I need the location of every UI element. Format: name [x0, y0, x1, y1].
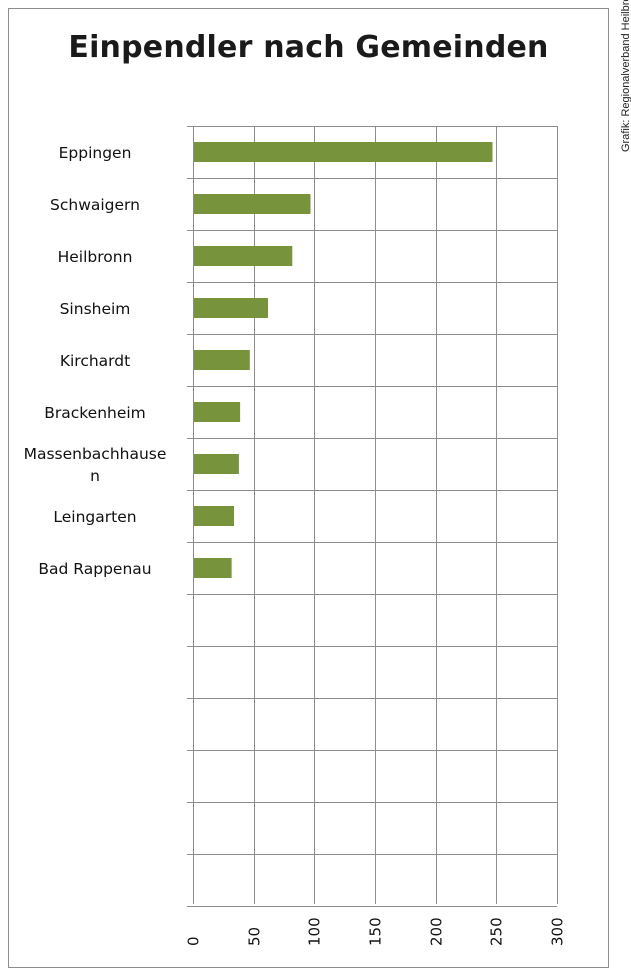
category-label: Brackenheim: [44, 404, 146, 422]
category-label: Schwaigern: [50, 196, 140, 214]
category-label: Kirchardt: [60, 352, 130, 370]
bar: [194, 142, 493, 162]
category-label: Eppingen: [59, 144, 132, 162]
bar: [194, 454, 239, 474]
x-tick-label: 0: [185, 936, 203, 946]
bar: [194, 350, 250, 370]
x-tick-labels: 0 50 100 150 200 250 300: [185, 917, 567, 946]
chart-title: Einpendler nach Gemeinden: [68, 30, 549, 65]
bar: [194, 194, 311, 214]
x-tick-label: 50: [246, 927, 264, 946]
x-tick-label: 150: [367, 917, 385, 946]
x-tick-label: 250: [488, 917, 506, 946]
x-tick-label: 200: [428, 917, 446, 946]
category-label: Leingarten: [53, 508, 136, 526]
category-label: Sinsheim: [60, 300, 131, 318]
bars: [194, 142, 493, 578]
category-label: Bad Rappenau: [38, 560, 151, 578]
category-label: Heilbronn: [58, 248, 133, 266]
bar: [194, 402, 241, 422]
bar: [194, 558, 232, 578]
grid: [187, 126, 558, 907]
category-label: n: [90, 467, 100, 485]
category-labels: Eppingen Schwaigern Heilbronn Sinsheim Kirch…: [24, 144, 167, 578]
bar: [194, 506, 235, 526]
bar: [194, 246, 293, 266]
category-label: Massenbachhause: [24, 445, 167, 463]
x-tick-label: 100: [306, 917, 324, 946]
chart-frame: [8, 8, 609, 968]
bar: [194, 298, 269, 318]
x-tick-label: 300: [549, 917, 567, 946]
